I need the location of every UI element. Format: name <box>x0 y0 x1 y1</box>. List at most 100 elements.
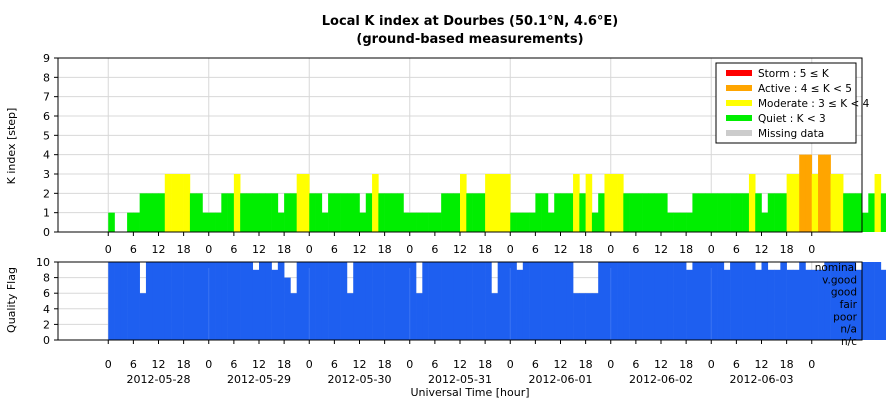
quality-xtick-label: 0 <box>406 358 413 371</box>
k-bar <box>353 193 360 232</box>
k-bar <box>296 174 304 232</box>
k-bar <box>485 174 492 232</box>
quality-xtick-label: 12 <box>152 358 166 371</box>
date-label: 2012-06-03 <box>730 373 794 386</box>
k-bar <box>774 193 781 232</box>
quality-bar <box>805 269 813 340</box>
k-bar <box>265 193 272 232</box>
k-bar <box>591 212 599 232</box>
k-xtick-label: 6 <box>733 243 740 256</box>
quality-bar <box>824 262 831 340</box>
k-ytick-label: 3 <box>43 168 50 181</box>
k-bar <box>434 212 442 232</box>
legend-label: Missing data <box>758 128 824 140</box>
quality-xtick-label: 18 <box>780 358 794 371</box>
quality-bar <box>353 262 360 340</box>
k-bar <box>786 174 794 232</box>
date-label: 2012-05-31 <box>428 373 492 386</box>
k-xtick-label: 18 <box>277 243 291 256</box>
k-bar <box>158 193 166 232</box>
k-xtick-label: 18 <box>780 243 794 256</box>
quality-bar <box>252 269 260 340</box>
k-bar <box>208 212 216 232</box>
quality-bar <box>579 293 586 340</box>
quality-ytick-label: 0 <box>43 334 50 347</box>
quality-bar <box>629 262 637 340</box>
quality-bar <box>585 293 593 340</box>
quality-bar <box>648 262 656 340</box>
quality-bar <box>786 269 794 340</box>
quality-xtick-label: 12 <box>453 358 467 371</box>
quality-bar <box>503 262 511 340</box>
k-bar <box>648 193 656 232</box>
k-bar <box>277 212 285 232</box>
k-bar <box>692 193 699 232</box>
quality-bar <box>491 293 498 340</box>
quality-bar <box>265 262 272 340</box>
k-ytick-label: 7 <box>43 91 50 104</box>
k-xtick-label: 12 <box>554 243 568 256</box>
k-ytick-label: 4 <box>43 149 50 162</box>
k-xtick-label: 6 <box>532 243 539 256</box>
quality-xtick-label: 12 <box>353 358 367 371</box>
k-bar <box>843 193 850 232</box>
k-bar <box>623 193 630 232</box>
quality-bar <box>114 262 122 340</box>
quality-bar <box>416 293 423 340</box>
k-bar <box>610 174 618 232</box>
k-bar <box>830 174 838 232</box>
k-bar <box>365 193 373 232</box>
k-xtick-label: 12 <box>252 243 266 256</box>
quality-bar <box>799 262 806 340</box>
quality-bar <box>460 262 467 340</box>
k-xtick-label: 18 <box>177 243 191 256</box>
k-bar <box>152 193 159 232</box>
quality-bar <box>704 262 712 340</box>
k-bar <box>139 193 147 232</box>
quality-bar <box>422 262 429 340</box>
quality-bar <box>466 262 473 340</box>
k-bar <box>736 193 743 232</box>
k-bar <box>541 193 549 232</box>
k-bar <box>133 212 140 232</box>
quality-bar <box>434 262 442 340</box>
k-bar <box>372 174 379 232</box>
k-bar <box>378 193 385 232</box>
k-bar <box>453 193 461 232</box>
quality-bar <box>730 262 737 340</box>
k-bar <box>491 174 498 232</box>
quality-bar <box>346 293 354 340</box>
quality-bar <box>554 262 561 340</box>
quality-bar <box>591 293 599 340</box>
quality-bar <box>535 262 542 340</box>
quality-xtick-label: 6 <box>431 358 438 371</box>
quality-axis-label: Quality Flag <box>5 267 18 333</box>
k-bar <box>761 212 769 232</box>
k-bar <box>723 193 731 232</box>
quality-category-label: good <box>831 287 857 299</box>
quality-bar <box>635 262 643 340</box>
k-bar <box>359 212 367 232</box>
quality-bar <box>152 262 159 340</box>
quality-xtick-label: 12 <box>654 358 668 371</box>
quality-xtick-label: 18 <box>378 358 392 371</box>
k-bar <box>516 212 524 232</box>
legend-label: Active : 4 ≤ K < 5 <box>758 83 852 95</box>
quality-bar <box>566 262 574 340</box>
quality-xtick-label: 0 <box>708 358 715 371</box>
quality-bar <box>661 262 668 340</box>
quality-bar <box>761 262 769 340</box>
quality-bar <box>686 269 693 340</box>
quality-bar <box>849 262 857 340</box>
k-bar <box>416 212 423 232</box>
k-ytick-label: 0 <box>43 226 50 239</box>
k-xtick-label: 12 <box>353 243 367 256</box>
quality-bar <box>667 262 674 340</box>
quality-xtick-label: 0 <box>105 358 112 371</box>
k-bar <box>717 193 725 232</box>
k-bar <box>478 193 486 232</box>
quality-ytick-label: 10 <box>36 256 50 269</box>
k-bar <box>409 212 417 232</box>
quality-bar <box>711 262 718 340</box>
